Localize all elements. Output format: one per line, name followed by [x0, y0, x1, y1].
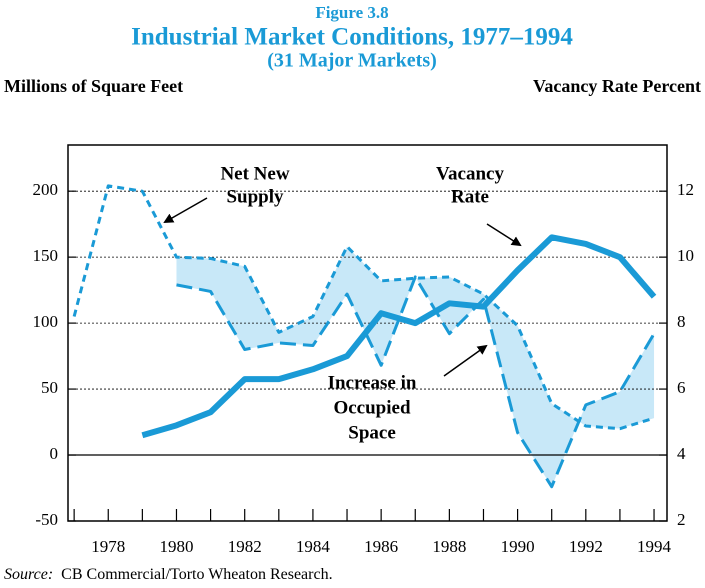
fill-area [176, 246, 655, 487]
chart-subtitle: (31 Major Markets) [267, 50, 437, 72]
y2-tick-label: 12 [677, 180, 694, 199]
chart-title: Industrial Market Conditions, 1977–1994 [131, 24, 573, 51]
annotation-arrow [486, 223, 522, 247]
figure-label: Figure 3.8 [315, 3, 388, 22]
annotation: Supply [226, 186, 284, 207]
source-label: Source: [4, 566, 53, 583]
y-tick-label: -50 [35, 510, 58, 529]
x-tick-label: 1988 [432, 537, 466, 556]
y-axis-label: Millions of Square Feet [4, 76, 183, 96]
x-tick-label: 1986 [364, 537, 398, 556]
annotation: Occupied [333, 397, 410, 418]
annotation: Net New [220, 163, 289, 184]
x-tick-label: 1982 [228, 537, 262, 556]
y2-tick-label: 6 [677, 378, 686, 397]
annotation-arrow [163, 197, 208, 223]
plot-frame [67, 144, 668, 522]
source-text: CB Commercial/Torto Wheaton Research. [61, 566, 332, 583]
annotation: Increase in [328, 372, 417, 393]
line-series [176, 275, 656, 489]
y-tick-label: 150 [33, 246, 59, 265]
y-tick-label: 100 [33, 312, 59, 331]
source: Source: CB Commercial/Torto Wheaton Resea… [4, 566, 333, 583]
x-tick-label: 1978 [91, 537, 125, 556]
x-tick-label: 1984 [296, 537, 331, 556]
y2-tick-label: 10 [677, 246, 694, 265]
y-tick-label: 50 [41, 378, 58, 397]
y-tick-label: 0 [50, 444, 59, 463]
annotation: Rate [451, 186, 489, 207]
x-tick-label: 1990 [501, 537, 535, 556]
y2-axis-label: Vacancy Rate Percent [533, 76, 701, 96]
x-tick-label: 1992 [569, 537, 603, 556]
annotation: Space [348, 422, 396, 443]
annotation: Vacancy [436, 163, 504, 184]
x-tick-label: 1980 [159, 537, 193, 556]
line-series [141, 234, 657, 439]
y-tick-label: 200 [33, 180, 59, 199]
x-tick-label: 1994 [637, 537, 672, 556]
y2-tick-label: 8 [677, 312, 686, 331]
y2-tick-label: 2 [677, 510, 686, 529]
annotation-arrow [443, 344, 488, 377]
y2-tick-label: 4 [677, 444, 686, 463]
line-series [72, 184, 655, 431]
